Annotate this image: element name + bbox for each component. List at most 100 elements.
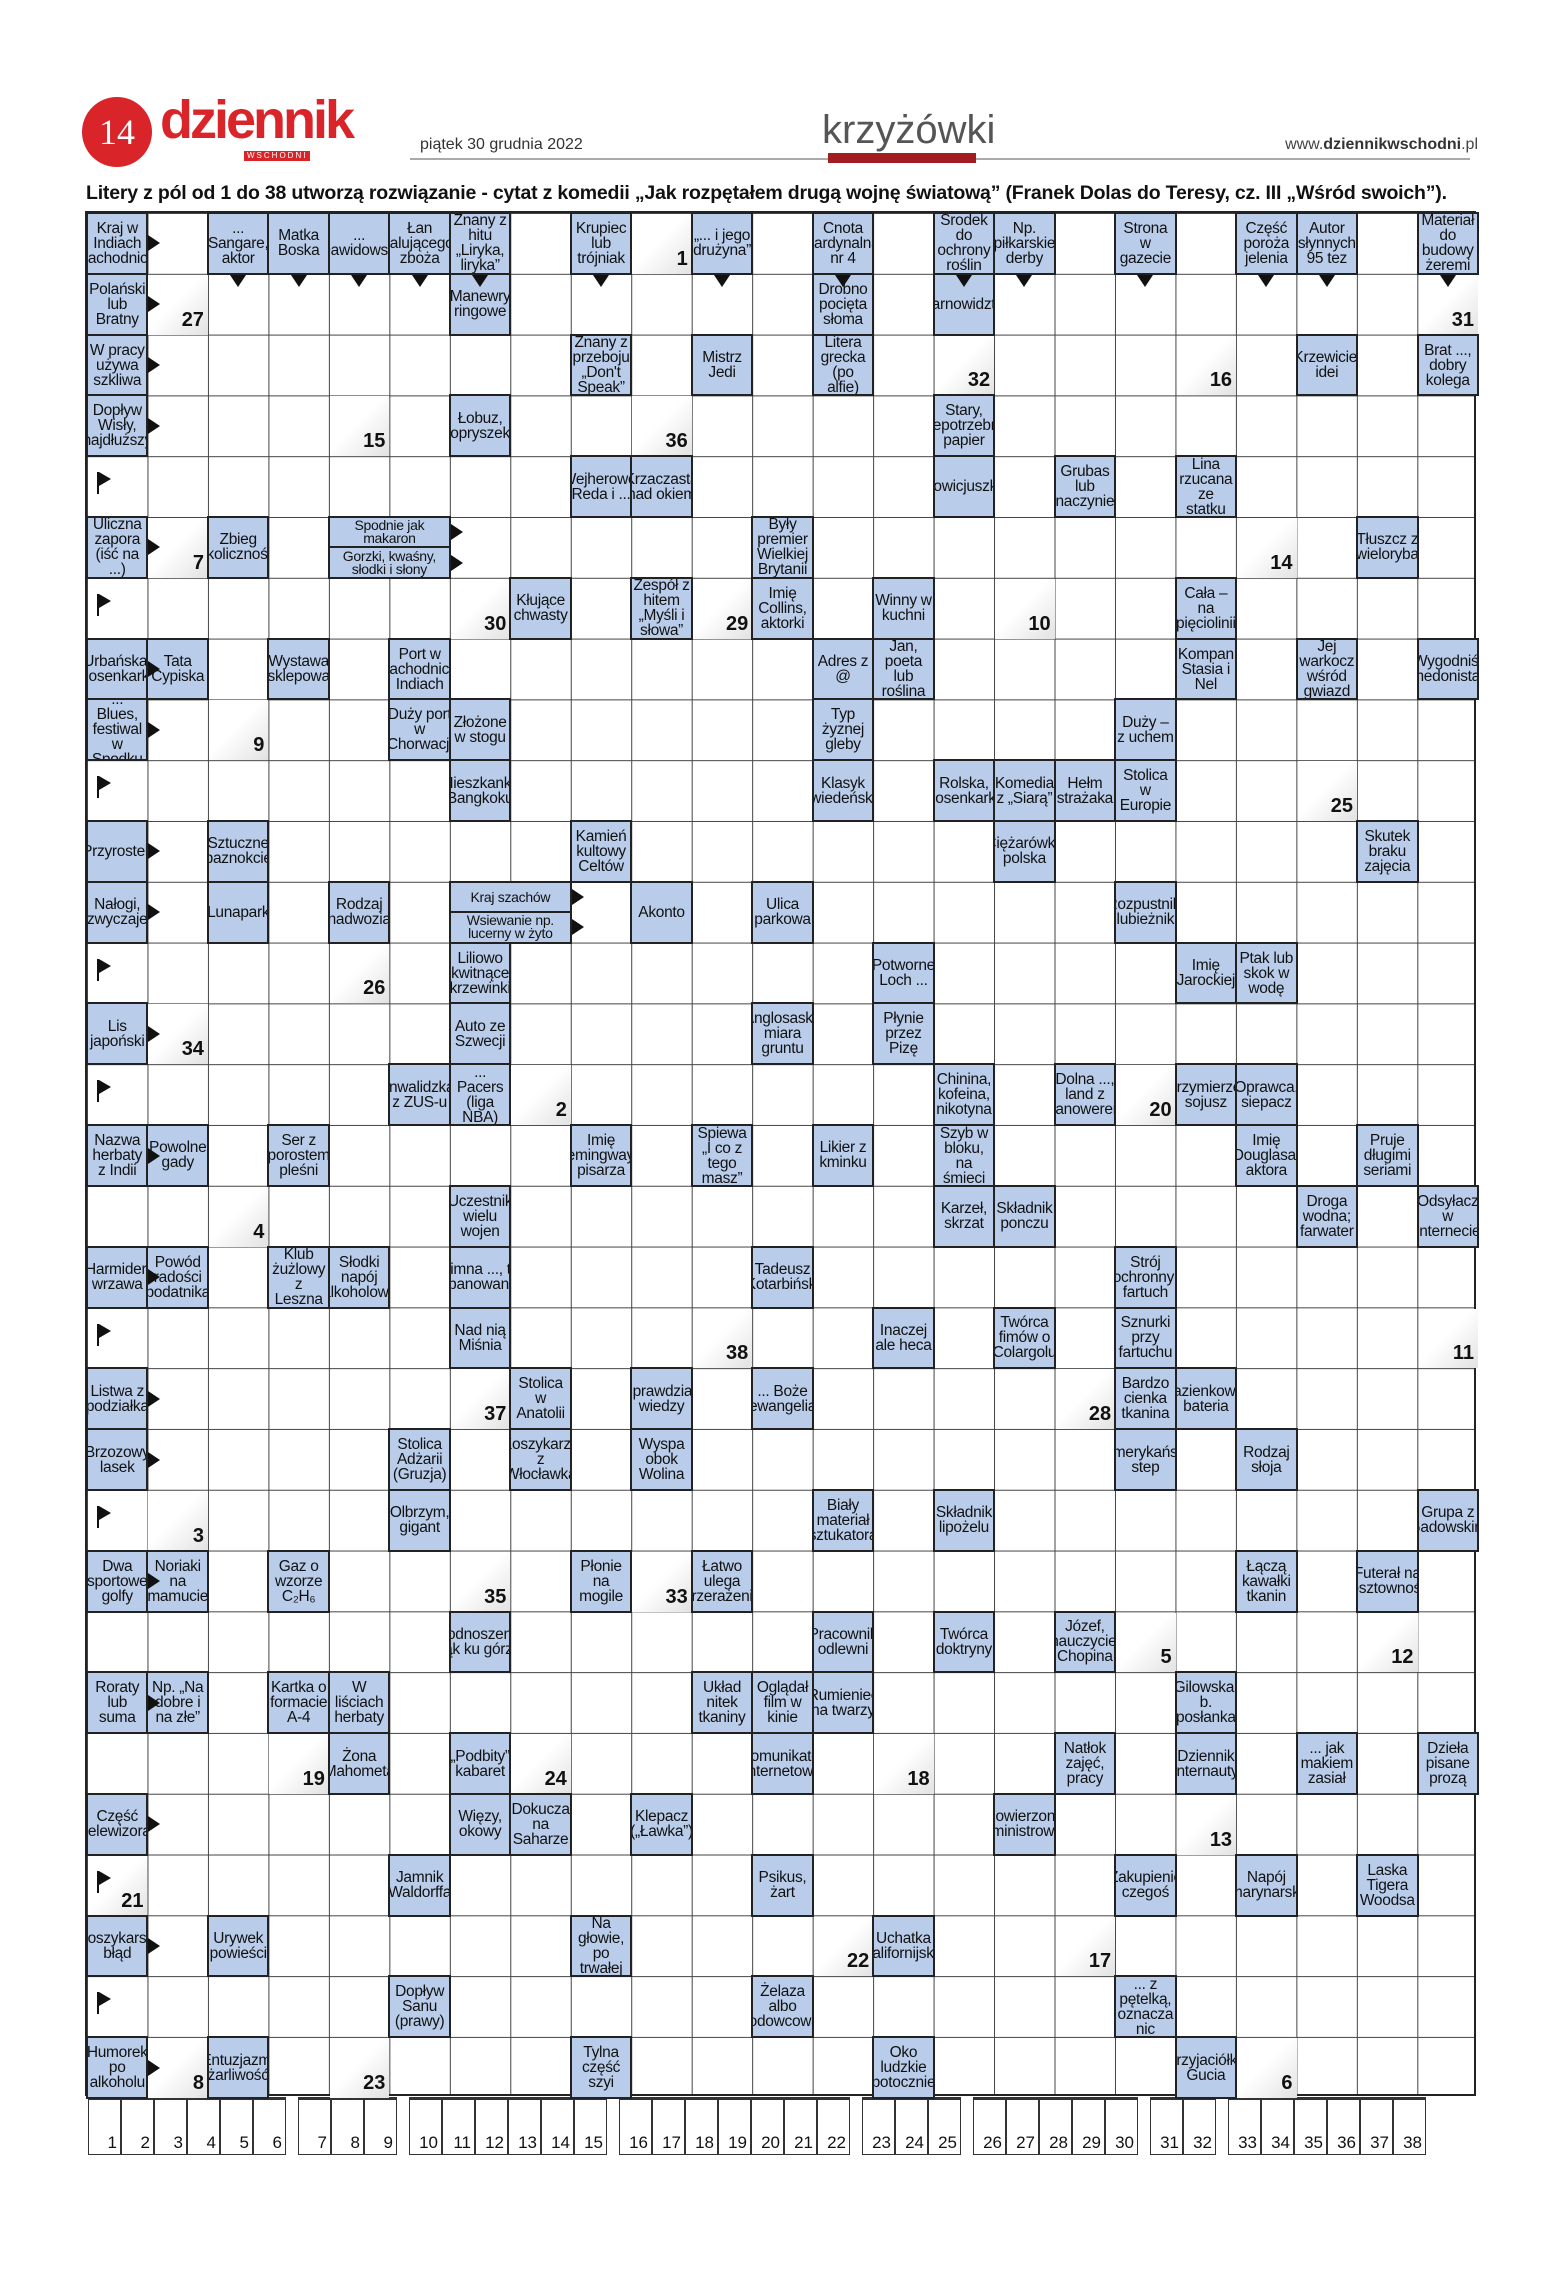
numbered-cell[interactable]: 9 [208,700,269,761]
numbered-cell[interactable]: 11 [1418,1308,1478,1369]
clue-cell: Olbrzym, gigant [388,1488,451,1552]
solution-box[interactable]: 17 [652,2097,685,2155]
numbered-cell[interactable]: 17 [1055,1916,1116,1977]
numbered-cell[interactable]: 19 [269,1734,329,1794]
clue-cell: Tylna część szyi [569,2036,633,2099]
solution-box[interactable]: 19 [718,2097,751,2155]
numbered-cell[interactable]: 23 [329,2038,390,2098]
solution-box[interactable]: 7 [298,2097,331,2155]
solution-box[interactable]: 38 [1393,2097,1426,2155]
solution-box[interactable]: 35 [1294,2097,1327,2155]
solution-box[interactable]: 29 [1072,2097,1105,2155]
clue-cell: Szyb w bloku, na śmieci [932,1124,996,1187]
clue-cell: Imię Jarockiej [1174,941,1238,1005]
arrow-down-icon [714,274,731,287]
numbered-cell[interactable]: 10 [995,578,1055,639]
clue-cell: Materiał do budowy żeremi [1416,212,1479,275]
solution-box[interactable]: 9 [364,2097,397,2155]
numbered-cell[interactable]: 30 [450,578,511,639]
clue-cell: Lis japoński [86,1002,149,1066]
solution-box[interactable]: 25 [928,2097,961,2155]
clue-cell: Przymierze, sojusz [1174,1063,1238,1127]
numbered-cell[interactable]: 37 [450,1369,511,1430]
numbered-cell[interactable]: 16 [1176,335,1237,396]
solution-box[interactable]: 34 [1261,2097,1294,2155]
clue-cell: Komunikator internetowy [751,1732,814,1795]
clue-cell: Cnota kardynalna nr 4 [811,212,875,275]
solution-box[interactable]: 16 [619,2097,652,2155]
solution-box[interactable]: 18 [685,2097,718,2155]
solution-box[interactable]: 33 [1228,2097,1261,2155]
numbered-cell[interactable]: 29 [692,578,753,639]
clue-cell: ... z pętelką, oznacza nic [1114,1975,1177,2039]
numbered-cell[interactable]: 15 [329,396,390,457]
clue-cell: Akonto [630,880,693,944]
solution-box[interactable]: 27 [1006,2097,1039,2155]
clue-cell: Matka Boska [267,212,330,275]
numbered-cell[interactable]: 2 [511,1065,571,1126]
clue-cell: Wyspa obok Wolina [630,1428,693,1491]
solution-box[interactable]: 21 [784,2097,817,2155]
clue-cell: Gilowska, b. posłanka [1174,1671,1238,1735]
solution-box[interactable]: 6 [253,2097,286,2155]
numbered-cell[interactable]: 20 [1116,1065,1176,1126]
numbered-cell[interactable]: 38 [692,1308,753,1369]
solution-box[interactable]: 23 [862,2097,895,2155]
numbered-cell[interactable]: 4 [208,1186,269,1247]
solution-box[interactable]: 13 [508,2097,541,2155]
solution-box[interactable]: 11 [442,2097,475,2155]
numbered-cell[interactable]: 1 [632,214,692,274]
solution-box[interactable]: 20 [751,2097,784,2155]
solution-box[interactable]: 14 [541,2097,574,2155]
solution-box[interactable]: 2 [121,2097,154,2155]
arrow-right-icon [148,417,161,434]
numbered-cell[interactable]: 22 [813,1916,874,1977]
numbered-cell[interactable]: 21 [88,1855,148,1916]
clue-cell: Futerał na kosztowności [1356,1549,1419,1613]
numbered-cell[interactable]: 3 [148,1490,208,1551]
numbered-cell[interactable]: 36 [632,396,692,457]
numbered-cell[interactable]: 13 [1176,1794,1237,1855]
numbered-cell[interactable]: 6 [1237,2038,1297,2098]
clue-cell: Żelaza albo lodowcowa [751,1975,814,2039]
clue-cell: W pracy używa szkliwa [86,333,149,397]
numbered-cell[interactable]: 5 [1116,1612,1176,1673]
numbered-cell[interactable]: 33 [632,1551,692,1612]
solution-box[interactable]: 37 [1360,2097,1393,2155]
solution-box[interactable]: 24 [895,2097,928,2155]
solution-box[interactable]: 15 [574,2097,607,2155]
solution-box[interactable]: 22 [817,2097,850,2155]
clue-cell: Twórca doktryny [932,1610,996,1674]
solution-box[interactable]: 30 [1105,2097,1138,2155]
clue-cell: Spodnie jak makaron [327,516,451,549]
numbered-cell[interactable]: 25 [1297,761,1358,822]
clue-cell: Składnik ponczu [993,1184,1056,1248]
numbered-cell[interactable]: 24 [511,1734,571,1794]
solution-box[interactable]: 36 [1327,2097,1360,2155]
solution-box[interactable]: 31 [1150,2097,1183,2155]
clue-cell: Harmider, wrzawa [86,1245,149,1309]
solution-box[interactable]: 12 [475,2097,508,2155]
numbered-cell[interactable]: 14 [1237,518,1297,578]
solution-box[interactable]: 1 [88,2097,121,2155]
solution-box[interactable]: 10 [409,2097,442,2155]
flag-arrow-icon [97,593,111,616]
numbered-cell[interactable]: 35 [450,1551,511,1612]
numbered-cell[interactable]: 26 [329,943,390,1004]
solution-box[interactable]: 28 [1039,2097,1072,2155]
solution-box[interactable]: 4 [187,2097,220,2155]
numbered-cell[interactable]: 32 [934,335,995,396]
numbered-cell[interactable]: 18 [874,1734,934,1794]
solution-box[interactable]: 5 [220,2097,253,2155]
solution-box[interactable]: 8 [331,2097,364,2155]
numbered-cell[interactable]: 28 [1055,1369,1116,1430]
solution-box[interactable]: 32 [1183,2097,1216,2155]
clue-cell: Oglądał film w kinie [751,1671,814,1735]
solution-box[interactable]: 26 [973,2097,1006,2155]
crossword-grid: 1 2 3 4 5 6 7 8 9 10 11 12 13 14 15 16 17 18 19 20 21 22 23 24 2… [85,211,1479,2099]
clue-cell: Amerykański step [1114,1428,1177,1491]
website-link[interactable]: www.dziennikwschodni.pl [1285,136,1478,154]
solution-box[interactable]: 3 [154,2097,187,2155]
section-underline [828,153,976,163]
numbered-cell[interactable]: 12 [1358,1612,1418,1673]
